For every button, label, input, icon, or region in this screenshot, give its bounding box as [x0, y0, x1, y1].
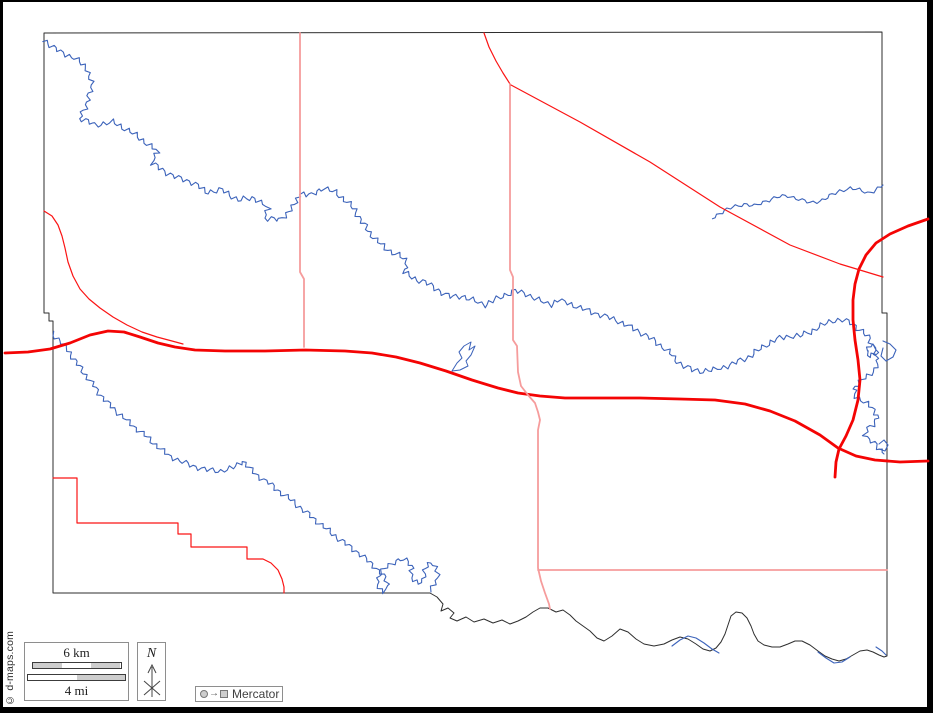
lake-pond: [451, 341, 476, 372]
frame-right: [927, 0, 933, 713]
scale-km-label: 6 km: [63, 645, 90, 660]
river-main: [42, 39, 885, 455]
scale-mi-label: 4 mi: [64, 683, 89, 698]
county-boundary: [43, 31, 888, 662]
south-river-overlay-c: [875, 646, 887, 656]
road-top-curve: [483, 32, 511, 85]
projection-label: Mercator: [232, 687, 280, 701]
projection-circle-icon: [200, 690, 208, 698]
road-diagonal-northeast: [510, 84, 884, 278]
mi-scale-bar: [27, 674, 126, 681]
frame-bottom: [0, 707, 933, 713]
south-river-overlay-b: [817, 651, 851, 664]
stream-border-loop-b: [878, 439, 889, 452]
scale-segment: [28, 675, 77, 680]
stream-border-loop-a: [880, 340, 897, 362]
road-curve-west: [43, 210, 184, 345]
scale-segment: [61, 663, 92, 668]
projection-arrow-icon: →: [209, 688, 219, 699]
scale-segment: [32, 663, 62, 668]
projection-badge: → Mercator: [195, 686, 283, 702]
north-label: N: [146, 646, 157, 661]
river-southwest: [52, 330, 441, 595]
frame-left: [0, 0, 3, 713]
copyright-text: © d-maps.com: [4, 630, 16, 706]
road-vertical-west: [299, 32, 305, 348]
north-indicator: N: [137, 642, 166, 701]
stream-northeast: [711, 184, 884, 220]
scale-segment: [91, 663, 121, 668]
scale-segment: [76, 675, 125, 680]
highway-main: [3, 329, 930, 464]
km-scale-bar: [31, 662, 122, 669]
projection-square-icon: [220, 690, 228, 698]
frame-top: [0, 0, 933, 2]
road-staircase-southwest: [52, 477, 285, 594]
scale-bar: 6 km 4 mi: [24, 642, 129, 701]
south-river-overlay-a: [671, 635, 720, 654]
highway-east: [833, 217, 930, 479]
road-vertical-center: [509, 83, 551, 610]
north-compass-icon: [143, 663, 160, 697]
